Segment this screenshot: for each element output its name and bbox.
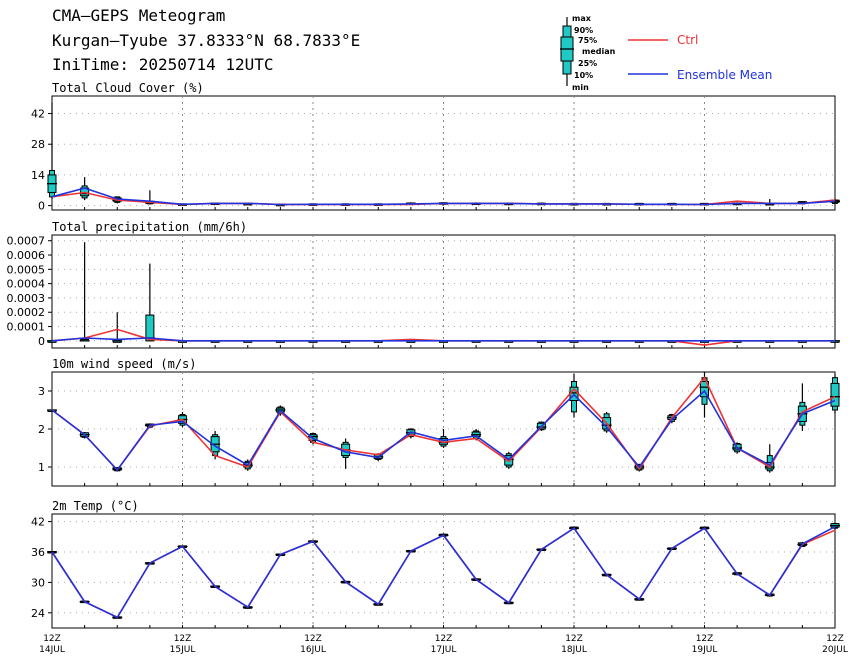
panel-3-box-iqr — [830, 382, 840, 407]
x-tick-label-date: 18JUL — [561, 645, 587, 655]
legend-ctrl-label: Ctrl — [677, 33, 698, 47]
x-tick-label-time: 12Z — [696, 634, 714, 644]
legend-box-label: 10% — [574, 71, 593, 80]
panel-3-ctrl-line — [51, 376, 836, 472]
panel-2-mean-line — [51, 337, 835, 342]
panel-3-y-tick-label: 3 — [38, 385, 45, 398]
panel-2-title: Total precipitation (mm/6h) — [52, 220, 247, 234]
panel-4-y-tick-label: 24 — [31, 607, 45, 620]
panel-2-y-tick-label: 0 — [38, 335, 45, 348]
panel-2-box-iqr — [145, 314, 155, 342]
x-tick-label-date: 19JUL — [692, 645, 718, 655]
legend-box-label: max — [572, 14, 592, 23]
panel-1-y-tick-label: 42 — [31, 108, 45, 121]
x-tick-label-time: 12Z — [826, 634, 844, 644]
panel-4-mean-line — [51, 525, 836, 619]
panel-2-y-tick-label: 0.0007 — [7, 235, 46, 248]
legend-box-label: min — [572, 83, 589, 92]
panel-1-title: Total Cloud Cover (%) — [52, 81, 204, 95]
location-label: Kurgan—Tyube 37.8333°N 68.7833°E — [52, 31, 361, 50]
x-tick-label-time: 12Z — [565, 634, 583, 644]
x-tick-label-time: 12Z — [435, 634, 453, 644]
initime-label: IniTime: 20250714 12UTC — [52, 55, 274, 74]
panel-1-y-tick-label: 14 — [31, 169, 45, 182]
x-tick-label-date: 16JUL — [300, 645, 326, 655]
panel-3-title: 10m wind speed (m/s) — [52, 357, 197, 371]
x-tick-label-date: 17JUL — [431, 645, 457, 655]
legend-mean-label: Ensemble Mean — [677, 68, 772, 82]
panel-1-y-tick-label: 0 — [38, 200, 45, 213]
x-tick-label-time: 12Z — [304, 634, 322, 644]
legend-box-label: median — [582, 47, 616, 56]
panel-2-y-tick-label: 0.0004 — [7, 278, 46, 291]
legend-box-label: 75% — [578, 36, 597, 45]
x-tick-label-date: 20JUL — [822, 645, 848, 655]
panel-2-y-tick-label: 0.0002 — [7, 306, 46, 319]
legend-box-label: 90% — [574, 26, 593, 35]
x-tick-label-date: 15JUL — [170, 645, 196, 655]
panel-4-y-tick-label: 42 — [31, 516, 45, 529]
panel-3-y-tick-label: 1 — [38, 461, 45, 474]
panel-4-y-tick-label: 30 — [31, 576, 45, 589]
panel-3-box-iqr — [700, 381, 709, 398]
panel-2-y-tick-label: 0.0006 — [7, 249, 46, 262]
panel-3-mean-line — [51, 389, 836, 472]
x-tick-label-date: 14JUL — [39, 645, 65, 655]
legend-box-label: 25% — [578, 59, 597, 68]
panel-4-y-tick-label: 36 — [31, 546, 45, 559]
header: CMA—GEPS Meteogram Kurgan—Tyube 37.8333°… — [0, 0, 858, 100]
panel-3-y-tick-label: 2 — [38, 423, 45, 436]
panel-2-y-tick-label: 0.0005 — [7, 263, 46, 276]
panel-2-y-tick-label: 0.0001 — [7, 321, 46, 334]
x-tick-label-time: 12Z — [174, 634, 192, 644]
panel-1-mean-line — [51, 187, 836, 206]
panel-2-y-tick-label: 0.0003 — [7, 292, 46, 305]
chart-title: CMA—GEPS Meteogram — [52, 6, 226, 25]
x-tick-label-time: 12Z — [43, 634, 61, 644]
panel-4-title: 2m Temp (°C) — [52, 499, 139, 513]
panel-1-y-tick-label: 28 — [31, 138, 45, 151]
